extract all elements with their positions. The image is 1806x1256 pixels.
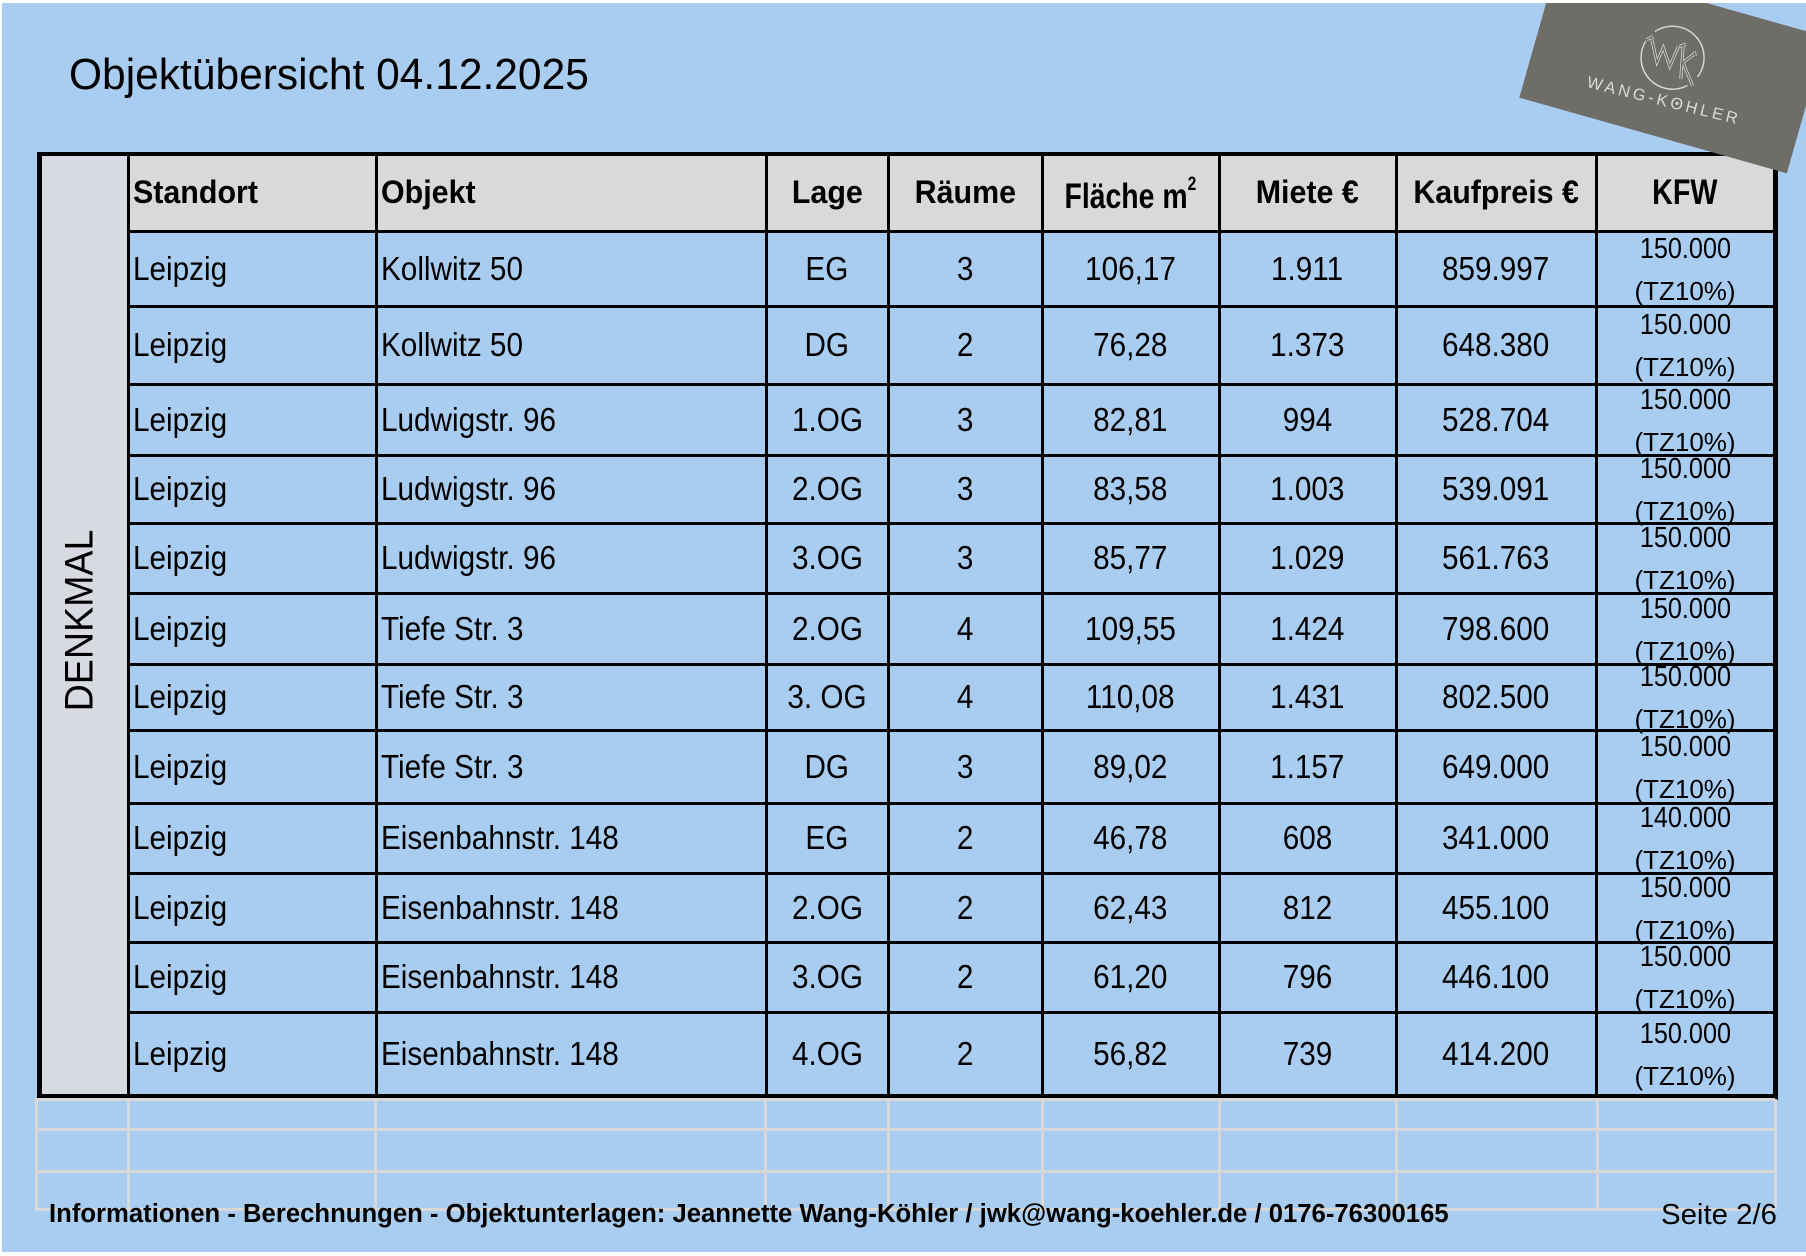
svg-text:WANG-KOHLER: WANG-KOHLER xyxy=(1585,73,1742,128)
